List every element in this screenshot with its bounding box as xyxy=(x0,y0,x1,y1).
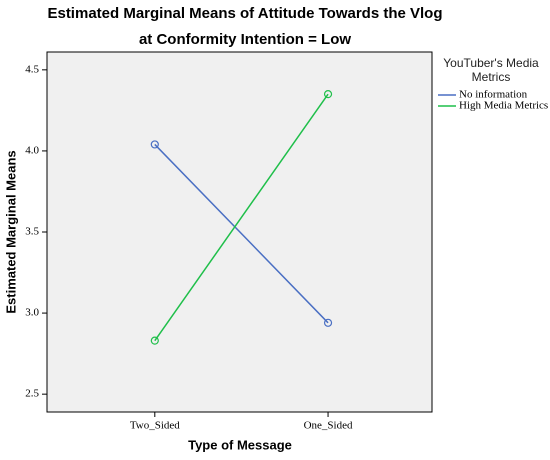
chart-title: Estimated Marginal Means of Attitude Tow… xyxy=(47,5,442,22)
y-tick-label: 4.0 xyxy=(25,144,39,156)
y-tick-label: 2.5 xyxy=(25,388,39,400)
data-point xyxy=(150,336,159,345)
legend-label: High Media Metrics xyxy=(459,100,548,112)
x-axis-label: Type of Message xyxy=(188,437,292,452)
y-axis-label: Estimated Marginal Means xyxy=(3,150,18,313)
data-point xyxy=(323,90,333,99)
chart-subtitle: at Conformity Intention = Low xyxy=(139,31,351,48)
series-line xyxy=(154,93,329,342)
x-tick-label: Two_Sided xyxy=(130,420,180,432)
legend-title: YouTuber's Media Metrics xyxy=(443,56,539,84)
y-tick-label: 3.5 xyxy=(25,226,39,238)
series-line xyxy=(154,143,329,324)
x-tick-label: One_Sided xyxy=(304,420,353,432)
data-point xyxy=(150,140,159,149)
legend-label: No information xyxy=(459,89,528,101)
data-point xyxy=(323,318,333,327)
y-tick-label: 4.5 xyxy=(25,63,39,75)
y-tick-label: 3.0 xyxy=(25,307,39,319)
